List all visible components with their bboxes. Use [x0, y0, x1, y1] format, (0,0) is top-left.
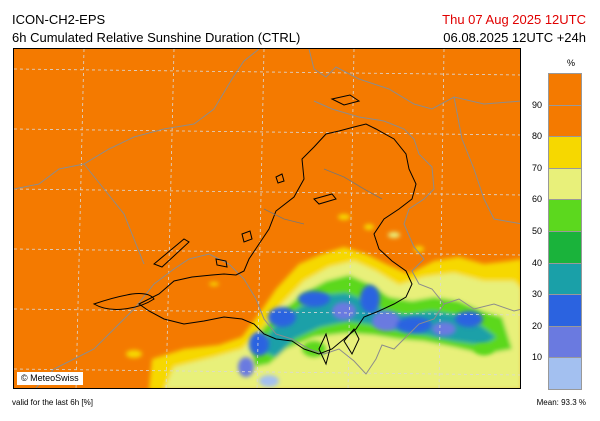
- valid-date: Thu 07 Aug 2025 12UTC: [442, 12, 586, 27]
- map-title: ICON-CH2-EPS: [12, 12, 106, 27]
- switzerland-border: [138, 123, 417, 355]
- legend-tick-label: 10: [531, 352, 542, 363]
- scattered-cloud-spots: [126, 214, 424, 358]
- very-low-sunshine-patches: [238, 285, 494, 387]
- legend-band: [548, 167, 582, 201]
- sunshine-map: © MeteoSwiss: [13, 48, 521, 389]
- legend-unit: %: [566, 58, 575, 68]
- map-canvas: [14, 49, 520, 388]
- map-subtitle: 6h Cumulated Relative Sunshine Duration …: [12, 30, 301, 45]
- lakes: [92, 94, 361, 366]
- legend-band: [548, 325, 582, 359]
- mean-value: Mean: 93.3 %: [536, 398, 586, 407]
- run-info: 06.08.2025 12UTC +24h: [443, 30, 586, 45]
- legend-tick-label: 80: [531, 131, 542, 142]
- meteoswiss-credit: © MeteoSwiss: [17, 372, 83, 385]
- regional-borders: [263, 168, 383, 225]
- legend-band: [548, 199, 582, 232]
- legend-band: [548, 104, 582, 138]
- map-grid: [14, 49, 520, 388]
- country-borders: [14, 49, 520, 388]
- legend-band: [548, 294, 582, 327]
- legend-tick-label: 30: [531, 289, 542, 300]
- valid-period-note: valid for the last 6h [%]: [12, 398, 93, 407]
- legend-band: [548, 262, 582, 296]
- legend-tick-label: 50: [531, 226, 542, 236]
- legend-tick-label: 20: [531, 320, 542, 331]
- legend-band: [548, 136, 582, 169]
- legend-band: [548, 357, 582, 390]
- legend-tick-label: 90: [531, 99, 542, 110]
- legend-band: [548, 73, 582, 106]
- legend-tick-label: 60: [531, 194, 542, 205]
- legend-tick-label: 70: [531, 162, 542, 173]
- color-legend: 10 20 30 40 50 60 70 80 90: [532, 73, 582, 390]
- legend-tick-label: 40: [531, 257, 542, 268]
- legend-band: [548, 231, 582, 264]
